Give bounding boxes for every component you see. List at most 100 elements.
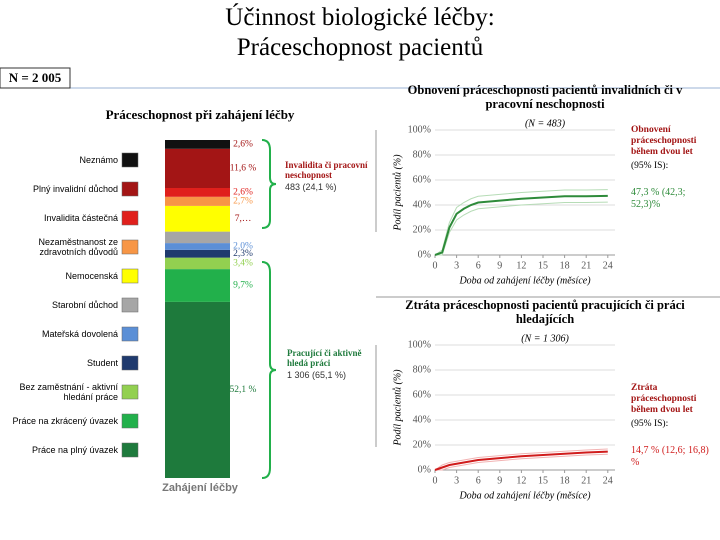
legend-label: Bez zaměstnání - aktivní hledání práce	[19, 381, 118, 402]
legend-swatch	[121, 210, 139, 226]
legend-label: Nezaměstnanost ze zdravotních důvodů	[38, 236, 118, 257]
bar-segment	[165, 249, 230, 258]
bar-segment	[165, 243, 230, 250]
data-label: 9,7%	[233, 281, 253, 291]
y-tick-label: 0%	[418, 464, 431, 475]
data-label: 3,4%	[233, 259, 253, 269]
line	[434, 194, 608, 256]
chart-title: Obnovení práceschopnosti pacientů invali…	[407, 83, 683, 112]
legend-swatch	[121, 152, 139, 168]
bracket	[261, 139, 277, 229]
x-tick-label: 18	[560, 475, 570, 486]
line	[434, 189, 608, 256]
data-label: 2,6%	[233, 140, 253, 150]
y-tick-label: 40%	[413, 199, 431, 210]
x-tick-label: 9	[497, 475, 502, 486]
x-tick-label: Zahájení léčby	[162, 482, 238, 494]
data-label: 7,…	[235, 214, 252, 224]
x-tick-label: 15	[538, 260, 548, 271]
chart-subtitle: (N = 483)	[525, 118, 566, 129]
y-axis-label: Podíl pacientů (%)	[392, 154, 403, 232]
legend-label: Mateřská dovolená	[41, 328, 118, 339]
bar-segment	[165, 301, 230, 478]
legend-label: Plný invalidní důchod	[32, 183, 118, 194]
x-tick-label: 6	[476, 260, 481, 271]
chart-subtitle: (N = 1 306)	[521, 333, 569, 344]
x-tick-label: 0	[433, 475, 438, 486]
bar-segment	[165, 187, 230, 197]
y-tick-label: 80%	[413, 364, 431, 375]
y-tick-label: 60%	[413, 389, 431, 400]
x-tick-label: 18	[560, 260, 570, 271]
y-tick-label: 60%	[413, 174, 431, 185]
annotation-title: Invalidita či pracovní neschopnost	[285, 160, 368, 181]
legend-label: Invalidita částečná	[43, 212, 118, 223]
y-tick-label: 80%	[413, 149, 431, 160]
y-tick-label: 20%	[413, 439, 431, 450]
y-tick-label: 0%	[418, 249, 431, 260]
bracket	[261, 261, 277, 479]
sample-size: N = 2 005	[9, 70, 62, 85]
x-tick-label: 12	[516, 260, 526, 271]
bar-segment	[165, 148, 230, 188]
bar-segment	[165, 269, 230, 302]
legend-swatch	[121, 239, 139, 255]
y-axis-label: Podíl pacientů (%)	[392, 369, 403, 447]
y-tick-label: 40%	[413, 414, 431, 425]
data-label: 2,3%	[233, 249, 253, 259]
annotation-note: (95% IS):	[631, 419, 669, 429]
x-tick-label: 21	[581, 260, 591, 271]
n-box	[0, 67, 71, 89]
legend-swatch	[121, 384, 139, 400]
line	[434, 448, 608, 471]
data-label: 2,7%	[233, 197, 253, 207]
y-tick-label: 20%	[413, 224, 431, 235]
bar-segment	[165, 140, 230, 149]
data-label: 2,6%	[233, 188, 253, 198]
legend-swatch	[121, 442, 139, 458]
x-tick-label: 9	[497, 260, 502, 271]
legend-label: Práce na plný úvazek	[31, 444, 118, 455]
annotation-title: Pracující či aktivně hledá práci	[287, 348, 362, 369]
legend-swatch	[121, 297, 139, 313]
chart-title: Ztráta práceschopnosti pacientů pracujíc…	[405, 298, 685, 327]
slide-title: Účinnost biologické léčby:	[225, 4, 495, 31]
annotation-text: 1 306 (65,1 %)	[287, 370, 347, 380]
x-tick-label: 15	[538, 475, 548, 486]
y-tick-label: 100%	[408, 339, 431, 350]
legend-swatch	[121, 413, 139, 429]
x-tick-label: 3	[454, 475, 459, 486]
x-axis-label: Doba od zahájení léčby (měsíce)	[458, 490, 591, 501]
legend-swatch	[121, 326, 139, 342]
annotation-title: Ztráta práceschopnosti během dvou let	[631, 383, 697, 415]
legend-swatch	[121, 181, 139, 197]
x-tick-label: 24	[603, 475, 613, 486]
bar-segment	[165, 257, 230, 270]
legend-label: Práce na zkrácený úvazek	[12, 415, 118, 426]
y-tick-label: 100%	[408, 124, 431, 135]
chart-title: Práceschopnost při zahájení léčby	[105, 107, 295, 122]
legend-swatch	[121, 355, 139, 371]
data-label: 11,6 %	[230, 164, 257, 174]
legend-label: Student	[86, 357, 118, 368]
x-axis-label: Doba od zahájení léčby (měsíce)	[458, 275, 591, 286]
legend-swatch	[121, 268, 139, 284]
slide-title: Práceschopnost pacientů	[236, 34, 484, 61]
x-tick-label: 12	[516, 475, 526, 486]
annotation-value: 47,3 % (42,3; 52,3)%	[631, 187, 686, 210]
x-tick-label: 24	[603, 260, 613, 271]
line	[434, 450, 608, 471]
annotation-text: 483 (24,1 %)	[285, 182, 337, 192]
legend-label: Starobní důchod	[51, 299, 118, 310]
annotation-note: (95% IS):	[631, 161, 669, 171]
annotation-value: 14,7 % (12,6; 16,8) %	[631, 445, 709, 468]
x-tick-label: 6	[476, 475, 481, 486]
bar-segment	[165, 231, 230, 244]
bar-segment	[165, 205, 230, 232]
line	[435, 453, 608, 471]
legend-label: Neznámo	[79, 154, 118, 165]
data-label: 52,1 %	[230, 385, 257, 395]
line	[435, 201, 608, 256]
